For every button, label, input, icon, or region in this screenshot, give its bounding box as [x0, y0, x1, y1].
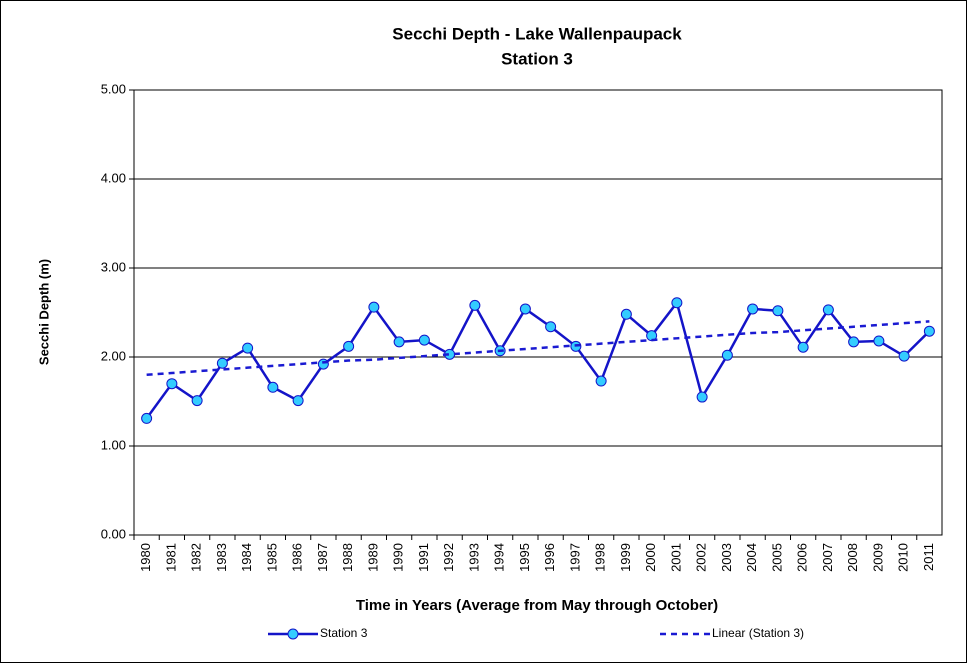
x-tick-label: 1997: [567, 543, 582, 572]
data-point: [595, 375, 607, 387]
legend-label: Station 3: [320, 626, 368, 640]
data-point: [772, 305, 784, 317]
x-tick-label: 2007: [820, 543, 835, 572]
data-point: [620, 308, 632, 320]
x-tick-label: 2004: [744, 543, 759, 572]
x-tick-label: 2006: [795, 543, 810, 572]
x-tick-label: 2008: [845, 543, 860, 572]
x-tick-label: 2001: [668, 543, 683, 572]
chart-subtitle: Station 3: [501, 49, 573, 68]
x-tick-label: 1994: [492, 543, 507, 572]
data-point: [267, 381, 279, 393]
x-tick-label: 1980: [138, 543, 153, 572]
x-axis-title: Time in Years (Average from May through …: [356, 597, 718, 614]
data-point: [292, 395, 304, 407]
x-tick-label: 2005: [769, 543, 784, 572]
x-tick-label: 1985: [264, 543, 279, 572]
data-point: [747, 303, 759, 315]
y-tick-label: 4.00: [101, 170, 126, 185]
y-tick-label: 0.00: [101, 526, 126, 541]
x-tick-label: 1986: [290, 543, 305, 572]
x-tick-label: 1998: [593, 543, 608, 572]
data-point: [242, 342, 254, 354]
x-tick-label: 1989: [365, 543, 380, 572]
data-point: [848, 336, 860, 348]
data-point: [191, 395, 203, 407]
data-point: [671, 297, 683, 309]
data-point: [696, 391, 708, 403]
data-point: [797, 341, 809, 353]
x-tick-label: 1996: [542, 543, 557, 572]
data-point: [898, 350, 910, 362]
data-point: [721, 349, 733, 361]
x-tick-label: 2011: [921, 543, 936, 571]
x-tick-label: 2002: [694, 543, 709, 572]
data-point: [519, 303, 531, 315]
legend-label: Linear (Station 3): [712, 626, 804, 640]
x-tick-label: 1984: [239, 543, 254, 572]
y-tick-label: 3.00: [101, 259, 126, 274]
y-tick-label: 1.00: [101, 437, 126, 452]
x-tick-label: 1995: [517, 543, 532, 572]
x-tick-label: 2010: [896, 543, 911, 572]
legend-marker: [287, 628, 299, 640]
data-point: [166, 378, 178, 390]
x-tick-label: 1987: [315, 543, 330, 572]
x-tick-label: 2003: [719, 543, 734, 572]
data-point: [216, 357, 228, 369]
chart-title: Secchi Depth - Lake Wallenpaupack: [392, 24, 682, 43]
trend-line: [146, 320, 930, 377]
data-point: [545, 321, 557, 333]
y-tick-label: 5.00: [101, 81, 126, 96]
data-point: [317, 358, 329, 370]
y-tick-label: 2.00: [101, 348, 126, 363]
data-point: [418, 334, 430, 346]
x-tick-label: 1992: [441, 543, 456, 572]
x-tick-label: 1982: [189, 543, 204, 572]
data-point: [343, 340, 355, 352]
x-tick-label: 1981: [163, 543, 178, 572]
x-tick-label: 1993: [466, 543, 481, 572]
data-point: [923, 325, 935, 337]
data-point: [141, 412, 153, 424]
data-point: [822, 304, 834, 316]
data-point: [469, 299, 481, 311]
x-tick-label: 1988: [340, 543, 355, 572]
x-tick-label: 2000: [643, 543, 658, 572]
x-tick-label: 1990: [391, 543, 406, 572]
x-tick-label: 2009: [870, 543, 885, 572]
data-point: [873, 335, 885, 347]
data-point: [393, 336, 405, 348]
x-tick-label: 1999: [618, 543, 633, 572]
data-point: [368, 301, 380, 313]
x-tick-label: 1983: [214, 543, 229, 572]
y-axis-title: Secchi Depth (m): [36, 259, 51, 365]
x-tick-label: 1991: [416, 543, 431, 572]
